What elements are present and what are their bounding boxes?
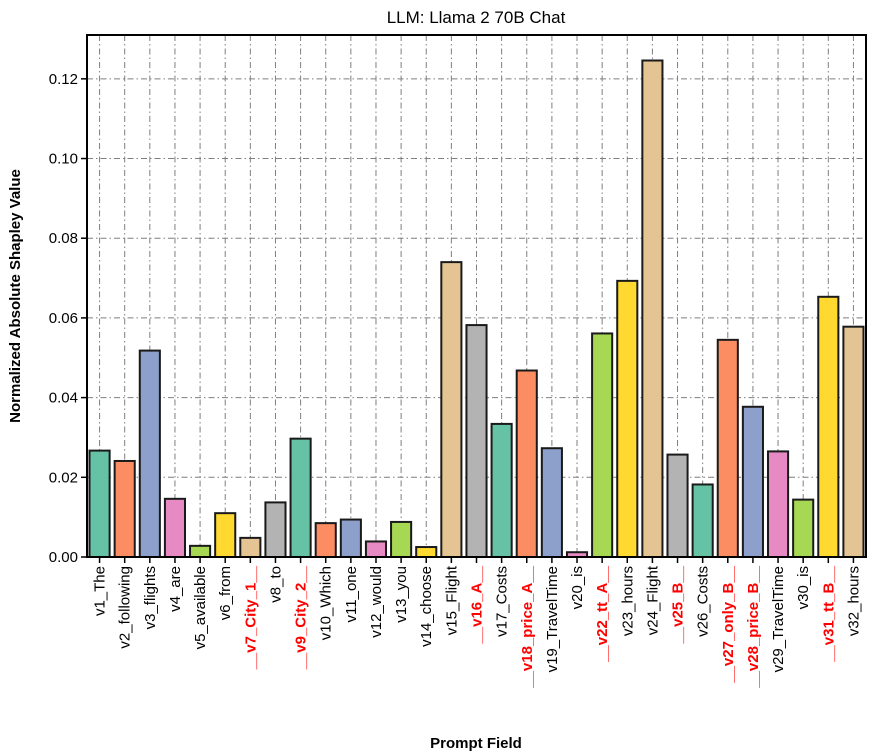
x-tick-label: v10_Which [318, 566, 335, 640]
x-axis-ticks: v1_The v2_following v3_flights v4_are v5_ava… [92, 557, 862, 689]
x-tick-label: __v7_City_1__ [242, 565, 259, 670]
x-tick-label: v5_available [192, 566, 209, 649]
bar [716, 338, 739, 558]
x-tick-label: __v31_tt_B__ [820, 565, 837, 663]
x-tick-label: v4_are [167, 566, 184, 612]
x-tick-label: __v18_price_A__ [519, 565, 536, 688]
y-tick-label: 0.04 [49, 390, 78, 407]
bar [792, 498, 815, 558]
x-tick-label: v3_flights [142, 566, 159, 629]
y-tick-label: 0.06 [49, 310, 78, 327]
x-tick-label: v2_following [117, 566, 134, 649]
bar [214, 512, 237, 559]
y-tick-label: 0.10 [49, 151, 78, 168]
bar [138, 349, 161, 559]
bar [691, 483, 714, 559]
x-tick-label: v20_is [569, 566, 586, 609]
bar [440, 261, 463, 558]
x-tick-label: v14_choose [418, 566, 435, 647]
x-tick-label: __v28_price_B__ [745, 565, 762, 688]
x-tick-label: v26_Costs [695, 566, 712, 637]
bar [616, 279, 639, 558]
bar [515, 369, 538, 558]
bar [591, 332, 614, 558]
bar [666, 453, 689, 559]
bar [113, 459, 136, 558]
bar [842, 325, 865, 558]
y-tick-label: 0.02 [49, 469, 78, 486]
bar [641, 59, 664, 558]
x-tick-label: v1_The [92, 566, 109, 616]
x-tick-label: v29_TravelTime [770, 566, 787, 672]
bar [741, 405, 764, 558]
y-axis-ticks: 0.00 0.02 0.04 0.06 0.08 0.10 0.12 [49, 71, 87, 566]
x-tick-label: __v9_City_2__ [293, 565, 310, 670]
bar [490, 422, 513, 558]
x-axis-label: Prompt Field [430, 735, 522, 752]
bar [264, 501, 287, 558]
x-tick-label: v32_hours [845, 566, 862, 636]
x-tick-label: v23_hours [619, 566, 636, 636]
bar [415, 546, 438, 558]
x-tick-label: v19_TravelTime [544, 566, 561, 672]
bar [314, 522, 337, 558]
x-tick-label: v15_Flight [443, 565, 460, 635]
x-tick-label: v30_is [795, 566, 812, 609]
x-tick-label: v24_Flight [644, 565, 661, 635]
chart-title: LLM: Llama 2 70B Chat [387, 8, 566, 27]
bar [289, 437, 312, 559]
y-tick-label: 0.00 [49, 549, 78, 566]
x-tick-label: v13_you [393, 566, 410, 623]
bar [540, 447, 563, 558]
x-tick-label: __v16_A__ [469, 565, 486, 644]
bar [766, 450, 790, 558]
x-tick-label: v8_to [267, 566, 284, 603]
x-tick-label: __v27_only_B__ [720, 565, 737, 683]
bar [88, 449, 111, 558]
x-tick-label: v17_Costs [494, 566, 511, 637]
bar [817, 295, 840, 558]
bar [465, 324, 488, 559]
bar [239, 536, 262, 559]
y-tick-label: 0.08 [49, 230, 78, 247]
x-tick-label: v12_would [368, 566, 385, 638]
bar [339, 518, 362, 559]
bar [163, 497, 187, 559]
y-axis-label: Normalized Absolute Shapley Value [7, 169, 24, 423]
y-tick-label: 0.12 [49, 71, 78, 88]
x-tick-label: __v25_B__ [670, 565, 687, 644]
bar [390, 520, 413, 558]
x-tick-label: v11_one [343, 566, 360, 622]
bar [364, 540, 388, 558]
x-tick-label: __v22_tt_A__ [594, 565, 611, 663]
bar [189, 544, 212, 559]
x-tick-label: v6_from [217, 566, 234, 620]
